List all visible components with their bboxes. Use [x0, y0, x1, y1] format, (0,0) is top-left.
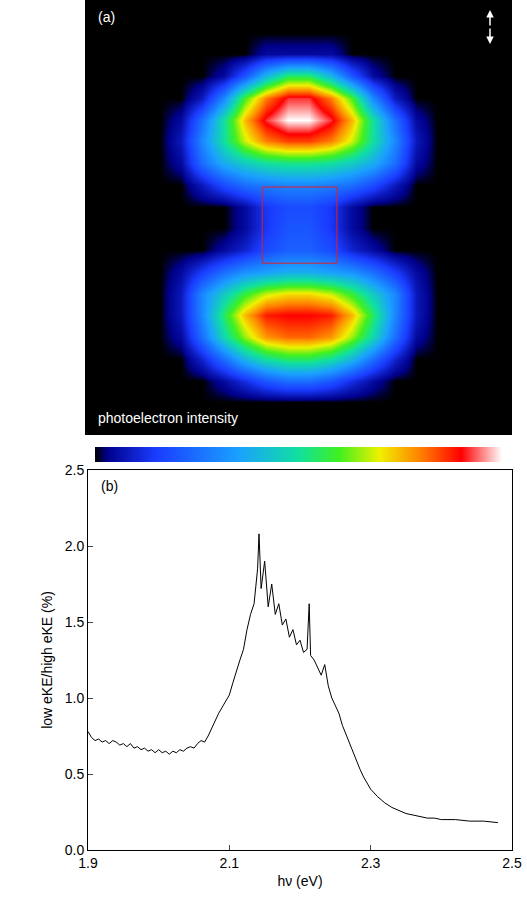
- svg-text:photoelectron intensity: photoelectron intensity: [98, 410, 238, 426]
- svg-text:(a): (a): [98, 9, 115, 25]
- svg-text:2.0: 2.0: [65, 538, 85, 554]
- svg-text:low eKE/high eKE (%): low eKE/high eKE (%): [39, 591, 55, 729]
- svg-text:2.1: 2.1: [220, 855, 240, 871]
- svg-text:1.5: 1.5: [65, 614, 85, 630]
- svg-text:0.0: 0.0: [65, 842, 85, 858]
- svg-text:1.9: 1.9: [78, 855, 98, 871]
- svg-text:(b): (b): [101, 478, 118, 494]
- svg-text:2.5: 2.5: [65, 462, 85, 478]
- svg-text:hν (eV): hν (eV): [277, 873, 322, 889]
- svg-text:2.5: 2.5: [502, 855, 522, 871]
- svg-text:0.5: 0.5: [65, 766, 85, 782]
- svg-text:2.3: 2.3: [361, 855, 381, 871]
- svg-text:1.0: 1.0: [65, 690, 85, 706]
